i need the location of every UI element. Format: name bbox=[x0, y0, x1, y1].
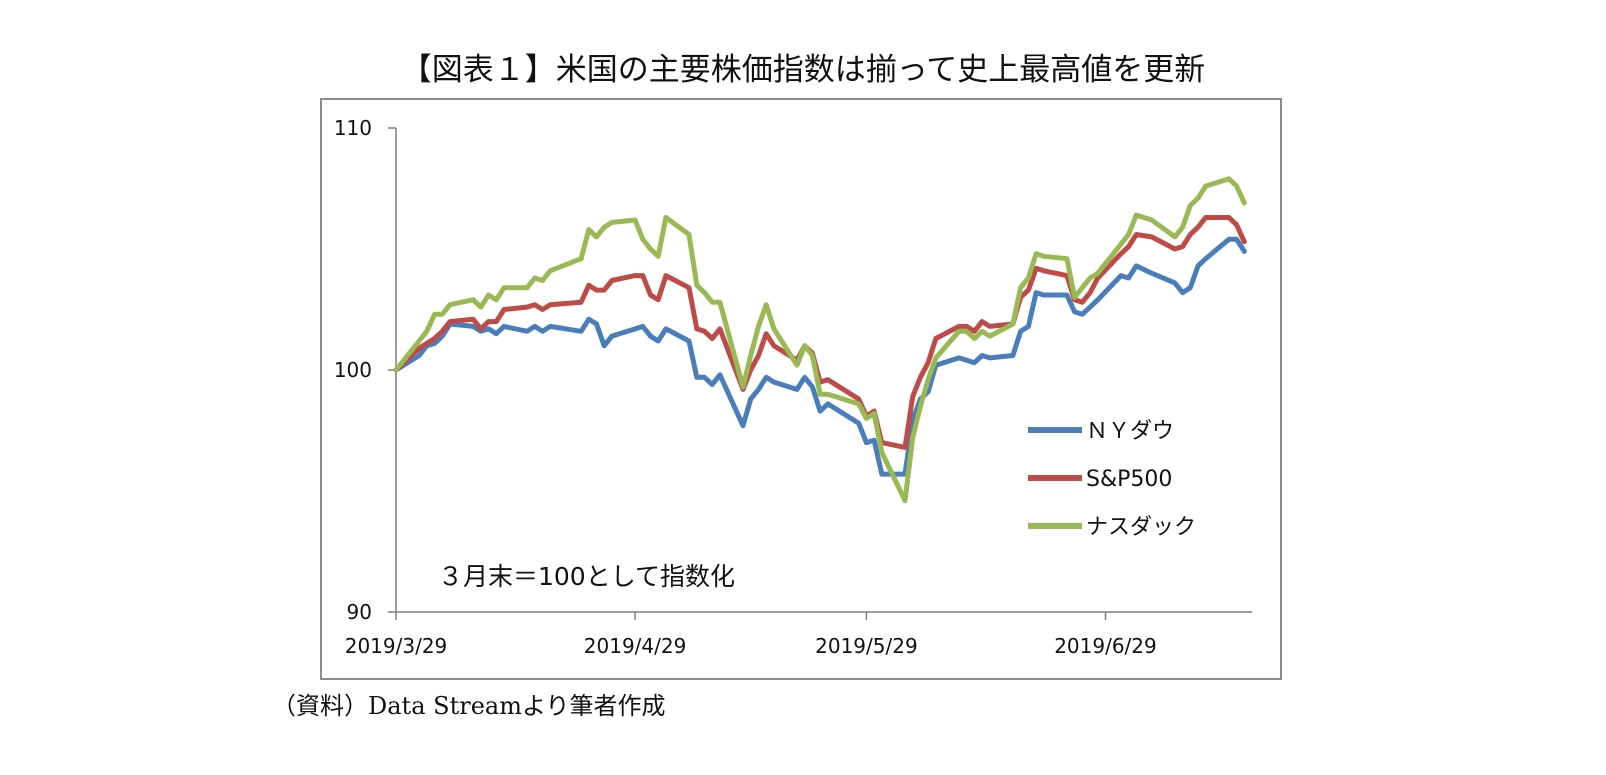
line-chart: 90 100 110 2019/3/29 2019/4/29 2019/5/29 2019/… bbox=[334, 116, 1252, 658]
index-note: ３月末＝100として指数化 bbox=[438, 562, 735, 591]
legend-label-1: S&P500 bbox=[1086, 467, 1172, 492]
chart-title: 【図表１】米国の主要株価指数は揃って史上最高値を更新 bbox=[400, 52, 1206, 88]
x-tick-label: 2019/6/29 bbox=[1054, 634, 1157, 658]
series-line-2 bbox=[393, 176, 1247, 504]
x-tick-label: 2019/5/29 bbox=[815, 634, 918, 658]
y-tick-label: 110 bbox=[334, 116, 372, 140]
legend-label-2: ナスダック bbox=[1086, 515, 1196, 540]
x-tick-label: 2019/4/29 bbox=[584, 634, 687, 658]
legend: ＮＹダウ S&P500 ナスダック bbox=[1028, 419, 1196, 540]
x-tick-label: 2019/3/29 bbox=[345, 634, 448, 658]
y-tick-label: 90 bbox=[347, 600, 372, 624]
source-note: （資料）Data Streamより筆者作成 bbox=[272, 692, 666, 720]
series-line-0 bbox=[393, 236, 1247, 477]
axes: 90 100 110 2019/3/29 2019/4/29 2019/5/29 2019/… bbox=[334, 116, 1252, 658]
legend-label-0: ＮＹダウ bbox=[1086, 419, 1174, 444]
series-lines bbox=[393, 176, 1247, 504]
chart-frame: 90 100 110 2019/3/29 2019/4/29 2019/5/29 2019/… bbox=[320, 98, 1282, 680]
y-tick-label: 100 bbox=[334, 358, 372, 382]
